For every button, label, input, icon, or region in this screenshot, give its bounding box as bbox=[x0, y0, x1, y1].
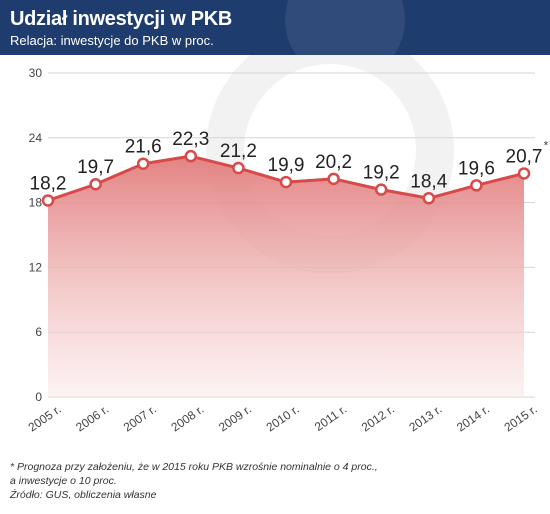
data-point bbox=[374, 183, 388, 196]
y-tick-label: 0 bbox=[35, 390, 42, 404]
data-label: 19,2 bbox=[363, 163, 400, 184]
series-area bbox=[48, 156, 524, 397]
x-tick-label: 2007 r. bbox=[121, 402, 159, 435]
data-label: 19,7 bbox=[77, 157, 114, 178]
chart-title: Udział inwestycji w PKB bbox=[10, 8, 233, 30]
chart-header: Udział inwestycji w PKB Relacja: inwesty… bbox=[0, 0, 550, 55]
y-tick-label: 18 bbox=[29, 196, 43, 210]
x-tick-label: 2013 r. bbox=[406, 402, 444, 435]
source-note: Źródło: GUS, obliczenia własne bbox=[10, 489, 157, 501]
footnote-line-2: a inwestycje o 10 proc. bbox=[10, 475, 117, 487]
data-label: 18,4 bbox=[410, 171, 447, 192]
data-labels: 18,2 19,7 21,6 22,3 21,2 19,9 20,2 19,2 18,4 19,6… bbox=[30, 129, 549, 194]
footnote: * Prognoza przy założeniu, że w 2015 rok… bbox=[10, 460, 540, 502]
x-tick-label: 2009 r. bbox=[216, 402, 254, 435]
data-label: 18,2 bbox=[30, 173, 67, 194]
data-label: 20,7 bbox=[506, 146, 543, 167]
x-tick-label: 2012 r. bbox=[359, 402, 397, 435]
data-point bbox=[89, 177, 102, 191]
data-point bbox=[422, 192, 436, 205]
header-decoration bbox=[285, 0, 405, 55]
x-tick-label: 2015 r. bbox=[502, 402, 540, 435]
data-point bbox=[41, 194, 55, 207]
y-tick-label: 6 bbox=[35, 325, 42, 339]
footnote-line-1: * Prognoza przy założeniu, że w 2015 rok… bbox=[10, 461, 378, 473]
data-label: 21,2 bbox=[220, 141, 257, 162]
data-point bbox=[184, 149, 198, 163]
forecast-asterisk: * bbox=[544, 138, 549, 152]
y-axis-ticks: 0 6 12 18 24 30 bbox=[29, 66, 43, 404]
data-label: 19,6 bbox=[458, 158, 495, 179]
x-tick-label: 2005 r. bbox=[26, 402, 64, 435]
data-label: 20,2 bbox=[315, 152, 352, 173]
data-point bbox=[136, 157, 150, 170]
y-tick-label: 24 bbox=[29, 131, 43, 145]
data-point bbox=[232, 161, 245, 175]
x-tick-label: 2014 r. bbox=[454, 402, 492, 435]
area-layer bbox=[48, 156, 524, 397]
y-tick-label: 12 bbox=[29, 260, 43, 274]
data-label: 21,6 bbox=[125, 137, 162, 158]
data-label: 22,3 bbox=[172, 129, 209, 150]
data-point bbox=[327, 172, 340, 186]
data-point bbox=[470, 179, 483, 192]
x-tick-label: 2011 r. bbox=[312, 402, 349, 434]
data-label: 19,9 bbox=[268, 155, 305, 176]
data-point bbox=[279, 175, 293, 189]
data-markers bbox=[41, 149, 531, 207]
x-tick-label: 2010 r. bbox=[264, 402, 302, 435]
chart-subtitle: Relacja: inwestycje do PKB w proc. bbox=[10, 33, 214, 48]
x-axis-labels: 2005 r. 2006 r. 2007 r. 2008 r. 2009 r. 2010 … bbox=[26, 402, 540, 435]
x-tick-label: 2008 r. bbox=[168, 402, 206, 435]
y-tick-label: 30 bbox=[29, 66, 43, 80]
data-point bbox=[517, 167, 531, 180]
x-tick-label: 2006 r. bbox=[73, 402, 111, 435]
